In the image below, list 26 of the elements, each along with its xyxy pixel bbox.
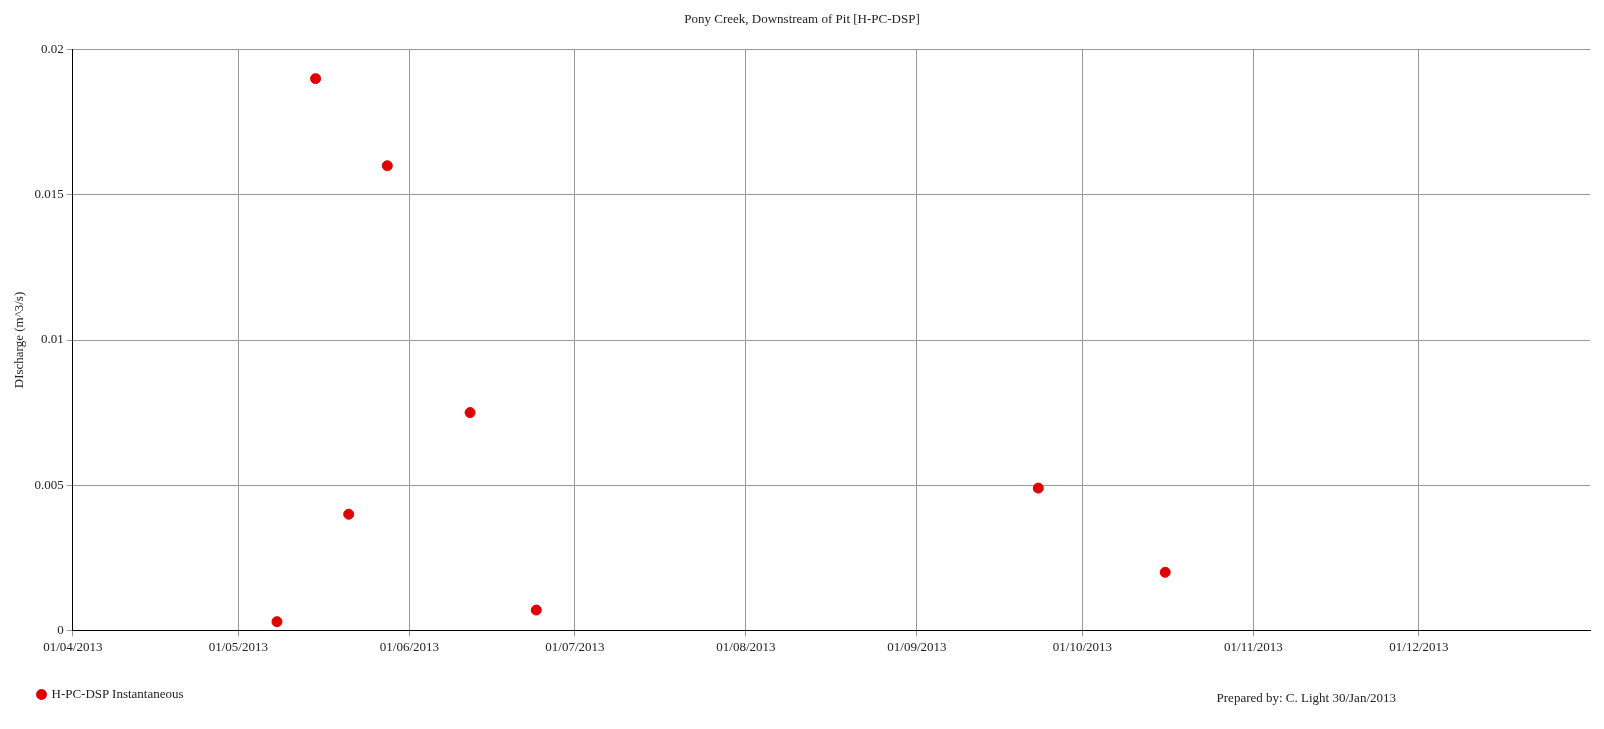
x-tick-label: 01/08/2013 bbox=[716, 638, 776, 654]
y-tick-label: 0.01 bbox=[41, 331, 64, 347]
legend-label: H-PC-DSP Instantaneous bbox=[51, 685, 184, 701]
point bbox=[530, 604, 542, 616]
y-axis-title: DIscharge (m^3/s) bbox=[11, 291, 27, 389]
point bbox=[1159, 566, 1171, 578]
x-tick-label: 01/09/2013 bbox=[887, 638, 947, 654]
x-tick-label: 01/04/2013 bbox=[43, 638, 103, 654]
x-tick-label: 01/06/2013 bbox=[379, 638, 439, 654]
y-tick-label: 0.02 bbox=[41, 41, 64, 57]
y-tick-label: 0.005 bbox=[34, 476, 64, 492]
point bbox=[343, 508, 355, 520]
x-tick-label: 01/12/2013 bbox=[1389, 638, 1449, 654]
text: Prepared by: C. Light 30/Jan/2013 bbox=[1216, 690, 1396, 706]
point bbox=[381, 160, 393, 172]
x-tick-label: 01/07/2013 bbox=[545, 638, 605, 654]
point bbox=[464, 407, 476, 419]
point bbox=[271, 616, 283, 628]
y-tick-label: 0.015 bbox=[34, 186, 64, 202]
x-tick-label: 01/05/2013 bbox=[208, 638, 268, 654]
x-tick-label: 01/11/2013 bbox=[1224, 638, 1283, 654]
y-tick-label: 0 bbox=[57, 621, 64, 637]
chart-title: Pony Creek, Downstream of Pit [H-PC-DSP] bbox=[684, 11, 920, 27]
point bbox=[1032, 482, 1044, 494]
point bbox=[310, 73, 322, 85]
x-tick-label: 01/10/2013 bbox=[1052, 638, 1113, 654]
